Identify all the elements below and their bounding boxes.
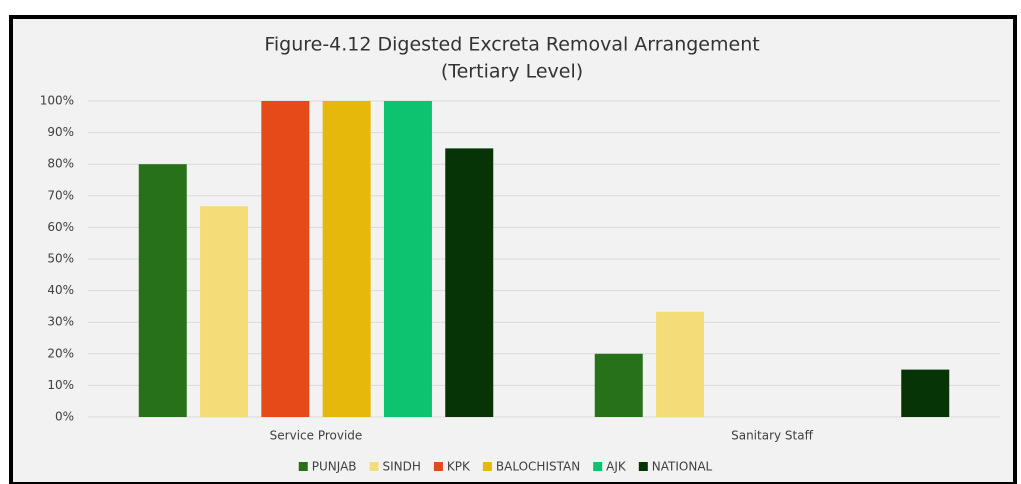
legend-swatch <box>482 462 492 471</box>
bar <box>322 101 371 417</box>
bar <box>656 311 705 417</box>
legend-swatch <box>298 462 308 471</box>
y-tick-label: 30% <box>47 315 74 329</box>
bar <box>138 164 187 417</box>
bar <box>594 353 643 417</box>
legend-label: KPK <box>447 460 471 474</box>
x-tick-label: Sanitary Staff <box>731 429 813 443</box>
legend-swatch <box>638 462 648 471</box>
legend-swatch <box>369 462 379 471</box>
y-tick-label: 70% <box>47 188 74 202</box>
legend-label: SINDH <box>383 460 421 474</box>
bar <box>445 148 494 417</box>
bar <box>383 101 432 417</box>
legend-label: NATIONAL <box>652 460 713 474</box>
y-tick-label: 50% <box>47 252 74 266</box>
y-tick-label: 20% <box>47 346 74 360</box>
chart-title: Figure-4.12 Digested Excreta Removal Arr… <box>264 34 759 56</box>
y-tick-label: 0% <box>55 410 74 424</box>
legend-label: BALOCHISTAN <box>496 460 580 474</box>
x-tick-label: Service Provide <box>270 429 363 443</box>
y-tick-label: 100% <box>40 94 74 108</box>
y-tick-label: 90% <box>47 125 74 139</box>
bar <box>261 101 310 417</box>
bar <box>200 206 249 417</box>
legend-label: PUNJAB <box>312 460 357 474</box>
y-tick-label: 40% <box>47 283 74 297</box>
legend-swatch <box>433 462 443 471</box>
legend-swatch <box>593 462 603 471</box>
chart-subtitle: (Tertiary Level) <box>441 61 583 83</box>
y-tick-label: 10% <box>47 378 74 392</box>
y-tick-label: 80% <box>47 157 74 171</box>
legend-label: AJK <box>606 460 627 474</box>
y-tick-label: 60% <box>47 220 74 234</box>
bar <box>901 369 950 417</box>
